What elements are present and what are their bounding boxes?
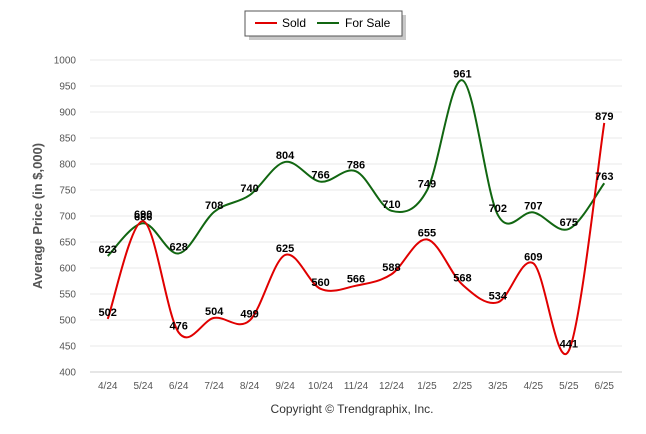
y-tick-label: 850: [59, 134, 76, 145]
y-tick-label: 500: [59, 316, 76, 327]
legend: Sold For Sale: [244, 10, 406, 40]
data-label-for-sale: 628: [169, 241, 187, 253]
data-label-sold: 879: [595, 111, 613, 123]
y-axis-ticks: 400 450 500 550 600 650 700 750 800 850 900 950 1000: [54, 56, 77, 379]
data-label-for-sale: 740: [240, 183, 258, 195]
data-label-for-sale: 708: [205, 200, 223, 212]
data-label-for-sale: 710: [382, 199, 400, 211]
data-label-for-sale: 786: [347, 159, 365, 171]
data-label-for-sale: 961: [453, 68, 471, 80]
data-label-sold: 568: [453, 273, 471, 285]
y-tick-label: 400: [59, 368, 76, 379]
x-tick-label: 4/24: [98, 381, 118, 392]
y-tick-label: 600: [59, 264, 76, 275]
data-label-sold: 504: [205, 306, 224, 318]
x-tick-label: 9/24: [275, 381, 295, 392]
copyright-footer: Copyright © Trendgraphix, Inc.: [271, 402, 434, 416]
y-tick-label: 650: [59, 238, 76, 249]
data-label-for-sale: 804: [276, 150, 295, 162]
data-label-sold: 534: [489, 290, 508, 302]
data-label-sold: 655: [418, 227, 436, 239]
data-label-for-sale: 623: [99, 244, 117, 256]
data-label-sold: 499: [240, 309, 258, 321]
x-tick-label: 5/24: [133, 381, 153, 392]
data-label-for-sale: 686: [134, 211, 152, 223]
data-labels: 502 690 476 504 499 625 560 566 588 655 568 534 609 4…: [99, 68, 614, 350]
x-tick-label: 7/24: [204, 381, 224, 392]
legend-label-sold: Sold: [282, 16, 306, 30]
x-tick-label: 12/24: [379, 381, 404, 392]
x-tick-label: 2/25: [453, 381, 473, 392]
y-tick-label: 950: [59, 82, 76, 93]
data-label-for-sale: 702: [489, 203, 507, 215]
data-label-for-sale: 766: [311, 170, 329, 182]
x-tick-label: 5/25: [559, 381, 579, 392]
y-tick-label: 800: [59, 160, 76, 171]
y-axis-label: Average Price (in $,000): [30, 143, 45, 289]
x-tick-label: 6/25: [595, 381, 615, 392]
data-label-sold: 690: [134, 209, 152, 221]
x-tick-label: 8/24: [240, 381, 260, 392]
data-label-for-sale: 675: [560, 217, 578, 229]
series-line-for-sale: [107, 79, 606, 257]
data-label-sold: 476: [169, 320, 187, 332]
x-tick-label: 1/25: [417, 381, 437, 392]
data-label-sold: 441: [560, 339, 578, 351]
y-tick-label: 550: [59, 290, 76, 301]
series-line-sold: [106, 122, 606, 356]
grid-lines: [90, 59, 622, 373]
data-label-for-sale: 707: [524, 200, 542, 212]
data-label-sold: 609: [524, 251, 542, 263]
data-label-for-sale: 763: [595, 171, 613, 183]
y-tick-label: 700: [59, 212, 76, 223]
data-label-sold: 566: [347, 274, 365, 286]
data-label-for-sale: 749: [418, 179, 436, 191]
data-label-sold: 560: [311, 277, 329, 289]
data-label-sold: 625: [276, 243, 294, 255]
x-tick-label: 10/24: [308, 381, 333, 392]
series-lines: [106, 79, 606, 356]
y-tick-label: 900: [59, 108, 76, 119]
data-label-sold: 502: [99, 307, 117, 319]
y-tick-label: 750: [59, 186, 76, 197]
x-tick-label: 11/24: [344, 381, 369, 392]
x-tick-label: 6/24: [169, 381, 189, 392]
x-tick-label: 3/25: [488, 381, 508, 392]
x-axis-ticks: 4/24 5/24 6/24 7/24 8/24 9/24 10/24 11/24 12/24 1…: [98, 381, 614, 392]
y-tick-label: 450: [59, 342, 76, 353]
legend-label-for-sale: For Sale: [345, 16, 391, 30]
y-tick-label: 1000: [54, 56, 77, 67]
data-label-sold: 588: [382, 262, 400, 274]
x-tick-label: 4/25: [524, 381, 544, 392]
